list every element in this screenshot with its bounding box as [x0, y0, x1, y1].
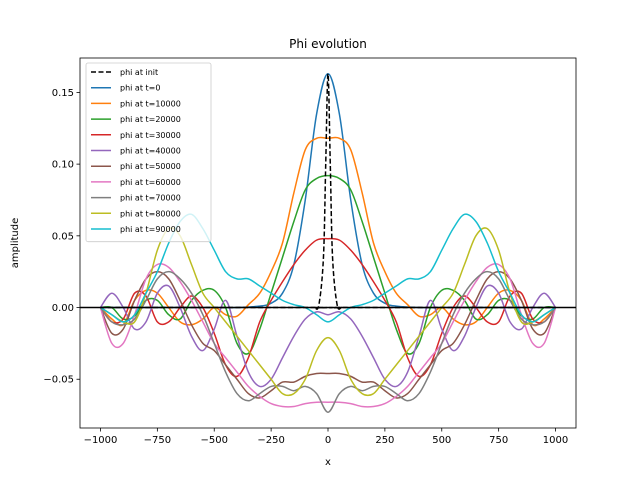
x-tick-label: 250 — [375, 435, 394, 446]
y-tick-label: 0.00 — [52, 303, 74, 314]
y-tick-label: 0.15 — [52, 88, 74, 99]
x-tick-label: −750 — [144, 435, 171, 446]
chart-title: Phi evolution — [289, 37, 367, 51]
x-axis-label: x — [325, 457, 331, 468]
y-tick-label: 0.10 — [52, 160, 74, 171]
series-line-phi-at-t-10000 — [99, 136, 557, 327]
legend-entry: phi at t=50000 — [120, 162, 181, 171]
legend-entry: phi at t=30000 — [120, 131, 181, 140]
series-line-phi-at-t-20000 — [100, 174, 556, 355]
x-axis-ticks: −1000 −750 −500 −250 0 250 500 750 1000 — [84, 428, 568, 446]
legend-entry: phi at init — [120, 68, 158, 77]
series-line-phi-at-t-30000 — [99, 237, 557, 378]
legend-entry: phi at t=90000 — [120, 225, 181, 234]
legend-entry: phi at t=20000 — [120, 115, 181, 124]
legend-entry: phi at t=40000 — [120, 147, 181, 156]
y-axis-label: amplitude — [10, 218, 21, 269]
y-axis-ticks: −0.05 0.00 0.05 0.10 0.15 — [43, 88, 80, 386]
x-tick-label: 1000 — [543, 435, 568, 446]
legend-entry: phi at t=10000 — [120, 99, 181, 108]
legend-entry: phi at t=80000 — [120, 209, 181, 218]
x-tick-label: 500 — [432, 435, 451, 446]
legend-box — [85, 62, 212, 243]
x-tick-label: 0 — [325, 435, 331, 446]
legend: phi at init phi at t=0 phi at t=10000 phi a… — [85, 62, 212, 243]
x-tick-label: −500 — [201, 435, 228, 446]
legend-entry: phi at t=60000 — [120, 178, 181, 187]
series-line-phi-at-t-60000 — [99, 263, 557, 408]
y-tick-label: 0.05 — [52, 231, 74, 242]
series-line-phi-at-t-40000 — [99, 284, 557, 388]
x-tick-label: −250 — [257, 435, 284, 446]
y-tick-label: −0.05 — [43, 375, 74, 386]
legend-entry: phi at t=70000 — [120, 194, 181, 203]
legend-entry: phi at t=0 — [120, 84, 160, 93]
x-tick-label: 750 — [489, 435, 508, 446]
series-line-phi-at-t-70000 — [99, 270, 557, 413]
x-tick-label: −1000 — [84, 435, 118, 446]
series-line-phi-at-t-50000 — [99, 270, 557, 399]
